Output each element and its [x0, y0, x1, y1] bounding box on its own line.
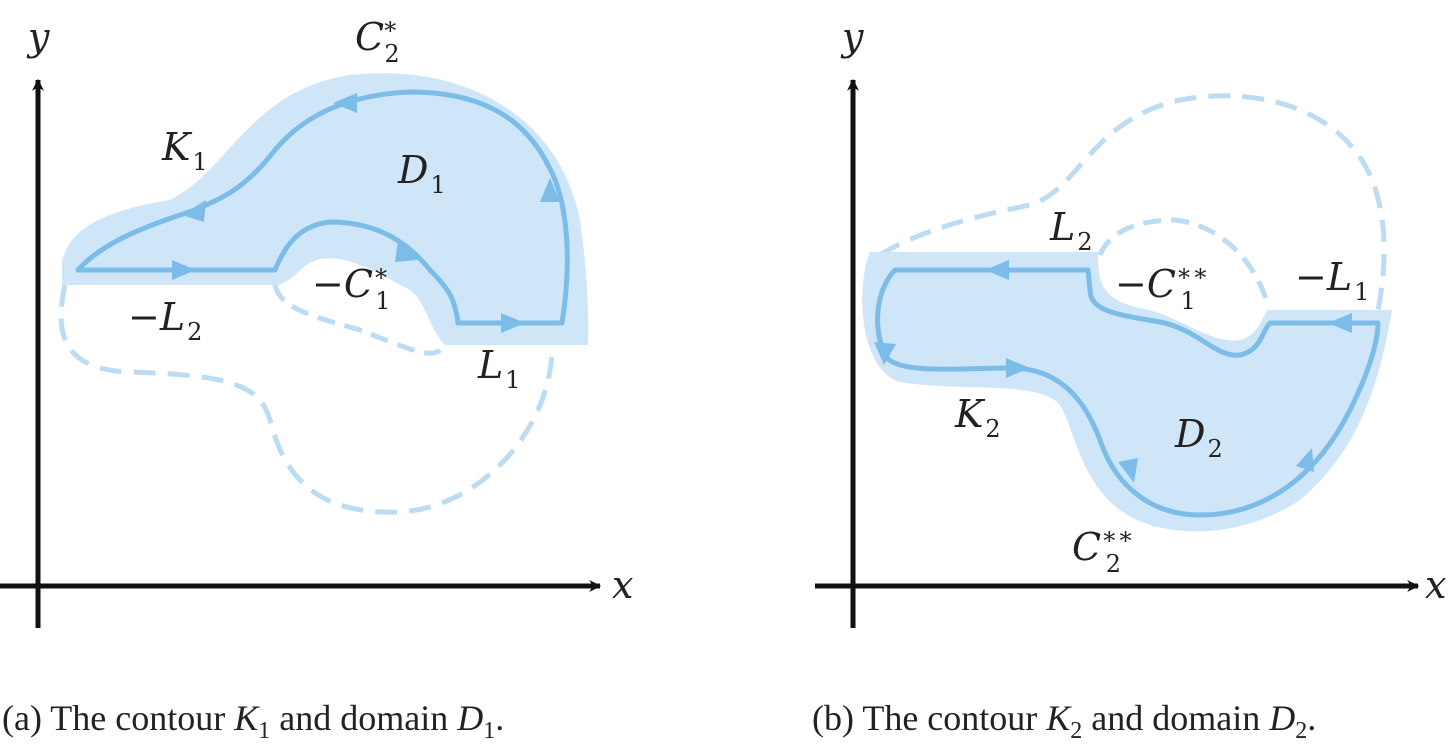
caption-b: (b) The contour K2 and domain D2. — [812, 698, 1316, 744]
y-axis-label-b: y — [840, 15, 864, 59]
domain-d1 — [62, 73, 589, 345]
contour-k2 — [875, 267, 1381, 518]
panel-a: y x C∗ 2 K1 D1 −C∗ 1 −L2 L1 (a) The contou… — [0, 12, 633, 744]
label-c2-2star: C∗∗ 2 — [1072, 522, 1134, 578]
label-k1: K1 — [161, 125, 208, 176]
y-axis-label-a: y — [26, 15, 50, 59]
label-minus-l1: −L1 — [1295, 255, 1369, 306]
arrow-k2-left — [874, 342, 896, 365]
arrow-minus-l1 — [1328, 313, 1352, 333]
arrow-l2 — [985, 260, 1009, 280]
arrow-c2-right — [540, 178, 560, 202]
arrow-minus-l2 — [172, 260, 196, 280]
domain-d2 — [862, 252, 1392, 532]
dashed-lower-outline-a — [58, 284, 555, 515]
label-d1: D1 — [397, 148, 446, 199]
label-c2-star: C∗ 2 — [355, 12, 400, 68]
contour-k1 — [75, 89, 570, 326]
label-minus-c1-star: −C∗ 1 — [312, 259, 391, 315]
arrow-c2-2star-left — [1118, 458, 1138, 483]
label-minus-l2: −L2 — [128, 295, 202, 346]
label-minus-c1-2star: −C∗∗ 1 — [1115, 259, 1209, 315]
x-axis-label-b: x — [1425, 563, 1446, 607]
label-k2: K2 — [954, 392, 1001, 443]
arrow-c2-2star-right — [1296, 448, 1314, 472]
x-axis-label-a: x — [612, 563, 633, 607]
arrow-c2-top — [333, 93, 357, 113]
label-l1: L1 — [477, 343, 521, 394]
arrow-k1-left — [182, 200, 206, 222]
panel-b: y x L2 −C∗∗ 1 −L1 K2 D2 C∗∗ 2 (b) The cont… — [812, 15, 1446, 744]
arrow-l1 — [501, 313, 525, 333]
dashed-upper-outline-b — [878, 93, 1387, 311]
arrow-k2-bottom — [1006, 358, 1030, 378]
arrow-minus-c1 — [395, 240, 418, 262]
caption-a: (a) The contour K1 and domain D1. — [2, 698, 504, 744]
label-d2: D2 — [1174, 412, 1223, 463]
dashed-hole-outline-b — [1097, 217, 1271, 306]
label-l2: L2 — [1049, 205, 1093, 256]
dashed-hole-outline-a — [272, 284, 442, 356]
